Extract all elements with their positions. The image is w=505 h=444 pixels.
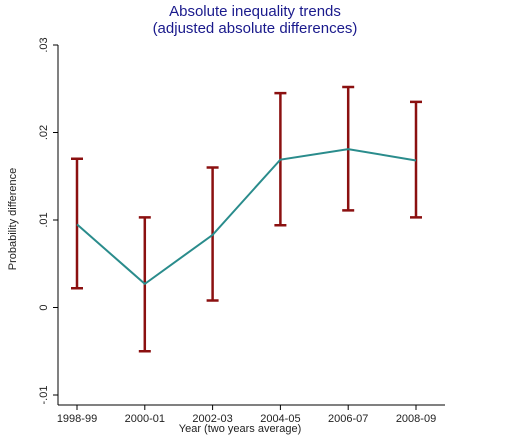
axes xyxy=(57,45,445,406)
chart-title: Absolute inequality trends xyxy=(169,3,341,20)
x-tick-label: 1998-99 xyxy=(57,413,97,425)
x-tick-label: 2002-03 xyxy=(192,413,232,425)
y-tick-label: .02 xyxy=(38,125,50,140)
y-axis-ticks: -.01 0 .01 .02 .03 xyxy=(38,37,58,404)
x-tick-label: 2008-09 xyxy=(396,413,436,425)
y-tick-label: -.01 xyxy=(38,386,50,405)
x-tick-label: 2006-07 xyxy=(328,413,368,425)
chart-subtitle: (adjusted absolute differences) xyxy=(153,20,358,37)
y-axis-label: Probability difference xyxy=(7,168,19,271)
x-axis-ticks: 1998-99 2000-01 2002-03 2004-05 2006-07 2008-… xyxy=(57,405,436,425)
x-tick-label: 2000-01 xyxy=(125,413,165,425)
series-group xyxy=(76,148,417,286)
x-axis-label: Year (two years average) xyxy=(179,423,302,435)
y-tick-label: .01 xyxy=(38,212,50,227)
error-bars xyxy=(71,85,422,353)
y-tick-label: .03 xyxy=(38,37,50,52)
series-line xyxy=(76,148,417,286)
y-tick-label: 0 xyxy=(38,304,50,310)
x-tick-label: 2004-05 xyxy=(260,413,300,425)
